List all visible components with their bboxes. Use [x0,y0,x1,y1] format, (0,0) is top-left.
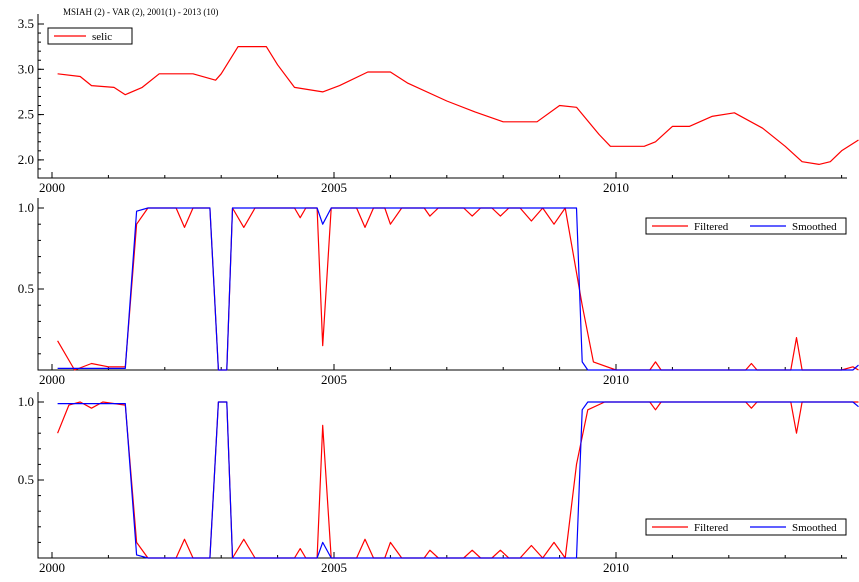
y-tick-label: 2.0 [18,152,34,167]
x-tick-label: 2005 [321,372,347,387]
legend-label: selic [92,31,112,43]
legend: selic [47,27,133,45]
legend-label: Filtered [694,522,729,534]
panel-1: 2.0 2.5 3.0 3.5 2000 2005 2010 selic [18,14,859,195]
legend-label: Smoothed [792,221,837,233]
series-line-selic [57,46,859,165]
x-tick-label: 2000 [39,560,65,575]
axis-frame [37,14,847,179]
y-tick-label: 1.0 [18,394,34,409]
y-tick-label: 0.5 [18,281,34,296]
series-line-smoothed [57,401,859,559]
series-line-smoothed [57,207,859,371]
x-tick-label: 2010 [603,372,629,387]
y-tick-label: 1.0 [18,200,34,215]
y-tick-label: 0.5 [18,472,34,487]
y-tick-label: 3.5 [18,16,34,31]
legend-label: Filtered [694,221,729,233]
x-tick-label: 2000 [39,372,65,387]
x-tick-label: 2010 [603,560,629,575]
legend-box [645,518,847,536]
legend: Filtered Smoothed [645,518,847,536]
panel-3: 0.5 1.0 2000 2005 2010 Filtered Smoothed [18,392,859,575]
chart-title: MSIAH (2) - VAR (2), 2001(1) - 2013 (10) [63,7,218,17]
legend-box [645,217,847,235]
legend-label: Smoothed [792,522,837,534]
x-tick-label: 2010 [603,180,629,195]
x-tick-label: 2005 [321,180,347,195]
legend: Filtered Smoothed [645,217,847,235]
panel-2: 0.5 1.0 2000 2005 2010 Filtered Smoothed [18,198,859,387]
x-tick-label: 2005 [321,560,347,575]
x-tick-label: 2000 [39,180,65,195]
y-tick-label: 3.0 [18,61,34,76]
y-tick-label: 2.5 [18,107,34,122]
legend-box [47,27,133,45]
